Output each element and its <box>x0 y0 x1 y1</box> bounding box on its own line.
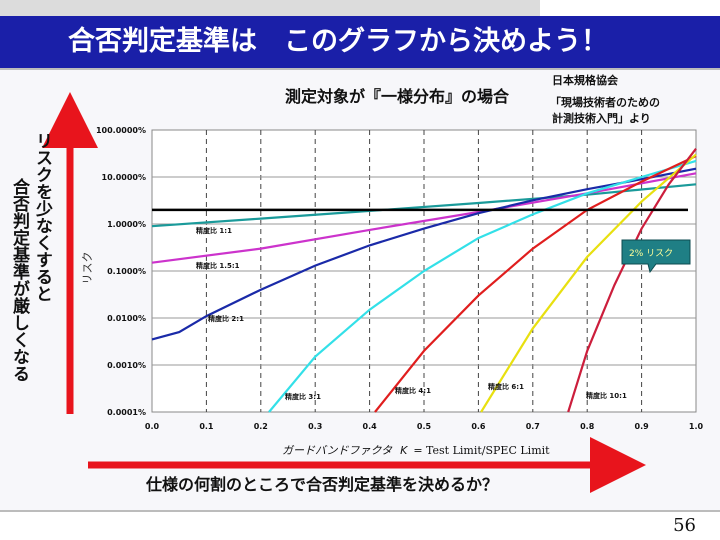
x-tick-label: 0.1 <box>199 422 214 431</box>
bottom-arrow-text: 仕様の何割のところで合否判定基準を決めるか？ <box>145 475 498 494</box>
x-tick-label: 0.7 <box>526 422 540 431</box>
top-strip <box>0 0 540 16</box>
risk-chart: 100.0000% 10.0000% 1.0000% 0.1000% 0.0100% 0.… <box>9 73 704 494</box>
x-tick-label: 0.2 <box>254 422 268 431</box>
series-label-2: 精度比 1.5:1 <box>196 261 240 270</box>
chart-title: 測定対象が『一様分布』の場合 <box>285 87 510 106</box>
y-axis-label: リスク <box>81 252 94 285</box>
series-line-5 <box>374 155 697 413</box>
x-tick-label: 0.9 <box>635 422 650 431</box>
y-tick-label: 0.0001% <box>107 408 146 417</box>
series-line-3 <box>151 167 697 341</box>
x-axis-label: ガードバンドファクタ K = Test Limit/SPEC Limit <box>282 444 550 457</box>
source-line-3: 計測技術入門」より <box>552 111 651 125</box>
y-tick-label: 100.0000% <box>96 126 146 135</box>
x-tick-label: 0.3 <box>308 422 322 431</box>
x-tick-label: 0.6 <box>471 422 486 431</box>
series-line-2 <box>151 172 697 264</box>
series-label-5: 精度比 4:1 <box>395 386 431 395</box>
callout-box <box>621 239 691 274</box>
series-label-1: 精度比 1:1 <box>196 226 232 235</box>
series-label-7: 精度比 10:1 <box>586 391 627 400</box>
x-tick-label: 0.5 <box>417 422 432 431</box>
x-axis-label-suffix: = Test Limit/SPEC Limit <box>413 444 550 457</box>
series-line-6 <box>480 153 697 413</box>
callout-text: 2% リスク <box>629 248 673 259</box>
source-line-1: 日本規格協会 <box>552 73 619 87</box>
series-line-4 <box>268 159 697 413</box>
y-tick-label: 10.0000% <box>102 173 146 182</box>
source-line-2: 「現場技術者のための <box>550 95 660 109</box>
series-line-1 <box>151 183 697 228</box>
y-tick-label: 0.1000% <box>107 267 146 276</box>
x-axis-label-k: K <box>400 444 408 457</box>
series-label-6: 精度比 6:1 <box>488 382 524 391</box>
left-arrow-text-2: 合否判定基準が厳しくなる <box>9 177 31 382</box>
x-tick-label: 0.0 <box>145 422 160 431</box>
x-tick-label: 0.4 <box>363 422 378 431</box>
left-arrow-text: リスクを少なくすると <box>32 132 54 302</box>
x-axis-label-prefix: ガードバンドファクタ <box>282 444 393 457</box>
x-tick-label: 0.8 <box>580 422 595 431</box>
x-tick-label: 1.0 <box>689 422 704 431</box>
slide-title: 合否判定基準は このグラフから決めよう！ <box>0 16 720 68</box>
series-labels: 精度比 1:1 精度比 1.5:1 精度比 2:1 精度比 3:1 精度比 4:1 精度比… <box>196 226 627 401</box>
y-tick-label: 1.0000% <box>107 220 146 229</box>
series-label-3: 精度比 2:1 <box>208 314 244 323</box>
page-number: 56 <box>673 515 696 536</box>
x-tick-labels: 0.0 0.1 0.2 0.3 0.4 0.5 0.6 0.7 0.8 0.9 1.0 <box>145 422 704 431</box>
y-tick-labels: 100.0000% 10.0000% 1.0000% 0.1000% 0.0100% 0.… <box>96 126 146 417</box>
series-layer <box>151 148 697 413</box>
series-label-4: 精度比 3:1 <box>285 392 321 401</box>
y-tick-label: 0.0010% <box>107 361 146 370</box>
y-tick-label: 0.0100% <box>107 314 146 323</box>
